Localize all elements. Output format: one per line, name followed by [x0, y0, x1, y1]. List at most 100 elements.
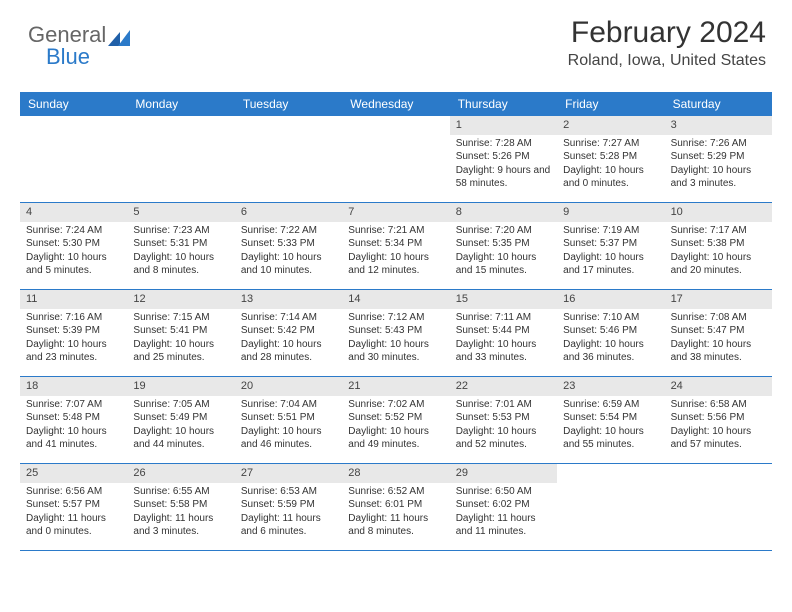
day-cell: 23Sunrise: 6:59 AMSunset: 5:54 PMDayligh…: [557, 377, 664, 463]
sunrise-text: Sunrise: 7:19 AM: [563, 224, 658, 238]
day-number: 25: [20, 464, 127, 483]
daylight-text: Daylight: 10 hours and 30 minutes.: [348, 338, 443, 365]
day-cell: 22Sunrise: 7:01 AMSunset: 5:53 PMDayligh…: [450, 377, 557, 463]
sunrise-text: Sunrise: 7:17 AM: [671, 224, 766, 238]
day-cell: [557, 464, 664, 550]
daylight-text: Daylight: 10 hours and 41 minutes.: [26, 425, 121, 452]
day-body: Sunrise: 7:05 AMSunset: 5:49 PMDaylight:…: [127, 396, 234, 456]
sunset-text: Sunset: 5:41 PM: [133, 324, 228, 338]
sunrise-text: Sunrise: 7:08 AM: [671, 311, 766, 325]
daylight-text: Daylight: 9 hours and 58 minutes.: [456, 164, 551, 191]
day-cell: 10Sunrise: 7:17 AMSunset: 5:38 PMDayligh…: [665, 203, 772, 289]
day-number: 10: [665, 203, 772, 222]
sunset-text: Sunset: 5:26 PM: [456, 150, 551, 164]
day-number: 7: [342, 203, 449, 222]
day-cell: 4Sunrise: 7:24 AMSunset: 5:30 PMDaylight…: [20, 203, 127, 289]
sunrise-text: Sunrise: 7:22 AM: [241, 224, 336, 238]
day-body: Sunrise: 7:20 AMSunset: 5:35 PMDaylight:…: [450, 222, 557, 282]
logo-text-blue: Blue: [46, 44, 90, 70]
day-cell: 26Sunrise: 6:55 AMSunset: 5:58 PMDayligh…: [127, 464, 234, 550]
daylight-text: Daylight: 11 hours and 8 minutes.: [348, 512, 443, 539]
sunset-text: Sunset: 5:54 PM: [563, 411, 658, 425]
day-number: 1: [450, 116, 557, 135]
day-number: 8: [450, 203, 557, 222]
day-body: Sunrise: 6:55 AMSunset: 5:58 PMDaylight:…: [127, 483, 234, 543]
sunset-text: Sunset: 5:29 PM: [671, 150, 766, 164]
sunset-text: Sunset: 5:58 PM: [133, 498, 228, 512]
day-cell: 12Sunrise: 7:15 AMSunset: 5:41 PMDayligh…: [127, 290, 234, 376]
day-body: Sunrise: 7:17 AMSunset: 5:38 PMDaylight:…: [665, 222, 772, 282]
daylight-text: Daylight: 10 hours and 0 minutes.: [563, 164, 658, 191]
day-body: Sunrise: 7:14 AMSunset: 5:42 PMDaylight:…: [235, 309, 342, 369]
daylight-text: Daylight: 10 hours and 8 minutes.: [133, 251, 228, 278]
day-body: Sunrise: 7:02 AMSunset: 5:52 PMDaylight:…: [342, 396, 449, 456]
day-cell: [665, 464, 772, 550]
day-body: Sunrise: 7:19 AMSunset: 5:37 PMDaylight:…: [557, 222, 664, 282]
day-number: 4: [20, 203, 127, 222]
day-cell: [20, 116, 127, 202]
sunrise-text: Sunrise: 6:50 AM: [456, 485, 551, 499]
weekday-header: Friday: [557, 92, 664, 116]
day-body: Sunrise: 7:08 AMSunset: 5:47 PMDaylight:…: [665, 309, 772, 369]
daylight-text: Daylight: 11 hours and 11 minutes.: [456, 512, 551, 539]
day-number: 29: [450, 464, 557, 483]
sunset-text: Sunset: 5:33 PM: [241, 237, 336, 251]
sunset-text: Sunset: 5:35 PM: [456, 237, 551, 251]
sunset-text: Sunset: 5:28 PM: [563, 150, 658, 164]
day-body: Sunrise: 7:24 AMSunset: 5:30 PMDaylight:…: [20, 222, 127, 282]
header-right: February 2024 Roland, Iowa, United State…: [568, 16, 766, 70]
sunrise-text: Sunrise: 6:59 AM: [563, 398, 658, 412]
daylight-text: Daylight: 10 hours and 55 minutes.: [563, 425, 658, 452]
sunset-text: Sunset: 5:49 PM: [133, 411, 228, 425]
day-cell: 28Sunrise: 6:52 AMSunset: 6:01 PMDayligh…: [342, 464, 449, 550]
day-body: Sunrise: 7:12 AMSunset: 5:43 PMDaylight:…: [342, 309, 449, 369]
day-number: 18: [20, 377, 127, 396]
sunset-text: Sunset: 5:39 PM: [26, 324, 121, 338]
sunrise-text: Sunrise: 6:53 AM: [241, 485, 336, 499]
day-body: Sunrise: 7:07 AMSunset: 5:48 PMDaylight:…: [20, 396, 127, 456]
day-cell: 15Sunrise: 7:11 AMSunset: 5:44 PMDayligh…: [450, 290, 557, 376]
sunset-text: Sunset: 5:48 PM: [26, 411, 121, 425]
day-body: Sunrise: 7:04 AMSunset: 5:51 PMDaylight:…: [235, 396, 342, 456]
day-number: 27: [235, 464, 342, 483]
sunrise-text: Sunrise: 7:28 AM: [456, 137, 551, 151]
weekday-header: Monday: [127, 92, 234, 116]
weekday-header: Wednesday: [342, 92, 449, 116]
sunset-text: Sunset: 5:47 PM: [671, 324, 766, 338]
weekday-header-row: Sunday Monday Tuesday Wednesday Thursday…: [20, 92, 772, 116]
weekday-header: Thursday: [450, 92, 557, 116]
sunrise-text: Sunrise: 7:05 AM: [133, 398, 228, 412]
day-body: Sunrise: 6:53 AMSunset: 5:59 PMDaylight:…: [235, 483, 342, 543]
sunset-text: Sunset: 5:46 PM: [563, 324, 658, 338]
day-body: Sunrise: 7:28 AMSunset: 5:26 PMDaylight:…: [450, 135, 557, 195]
sunset-text: Sunset: 6:01 PM: [348, 498, 443, 512]
sunset-text: Sunset: 5:37 PM: [563, 237, 658, 251]
sunrise-text: Sunrise: 7:27 AM: [563, 137, 658, 151]
day-body: Sunrise: 6:59 AMSunset: 5:54 PMDaylight:…: [557, 396, 664, 456]
weekday-header: Sunday: [20, 92, 127, 116]
day-number: 9: [557, 203, 664, 222]
day-number: 22: [450, 377, 557, 396]
sunrise-text: Sunrise: 7:04 AM: [241, 398, 336, 412]
sunset-text: Sunset: 5:42 PM: [241, 324, 336, 338]
calendar-page: General Blue February 2024 Roland, Iowa,…: [0, 0, 792, 612]
sunrise-text: Sunrise: 7:16 AM: [26, 311, 121, 325]
day-body: Sunrise: 7:15 AMSunset: 5:41 PMDaylight:…: [127, 309, 234, 369]
daylight-text: Daylight: 10 hours and 3 minutes.: [671, 164, 766, 191]
sunrise-text: Sunrise: 7:11 AM: [456, 311, 551, 325]
daylight-text: Daylight: 10 hours and 46 minutes.: [241, 425, 336, 452]
sunrise-text: Sunrise: 7:10 AM: [563, 311, 658, 325]
sunrise-text: Sunrise: 6:58 AM: [671, 398, 766, 412]
day-number: 5: [127, 203, 234, 222]
day-body: Sunrise: 6:52 AMSunset: 6:01 PMDaylight:…: [342, 483, 449, 543]
sunrise-text: Sunrise: 6:55 AM: [133, 485, 228, 499]
daylight-text: Daylight: 11 hours and 3 minutes.: [133, 512, 228, 539]
day-cell: [342, 116, 449, 202]
sunrise-text: Sunrise: 7:07 AM: [26, 398, 121, 412]
daylight-text: Daylight: 10 hours and 23 minutes.: [26, 338, 121, 365]
day-number: 28: [342, 464, 449, 483]
day-number: 15: [450, 290, 557, 309]
day-body: Sunrise: 7:27 AMSunset: 5:28 PMDaylight:…: [557, 135, 664, 195]
day-cell: 8Sunrise: 7:20 AMSunset: 5:35 PMDaylight…: [450, 203, 557, 289]
week-row: 11Sunrise: 7:16 AMSunset: 5:39 PMDayligh…: [20, 290, 772, 377]
